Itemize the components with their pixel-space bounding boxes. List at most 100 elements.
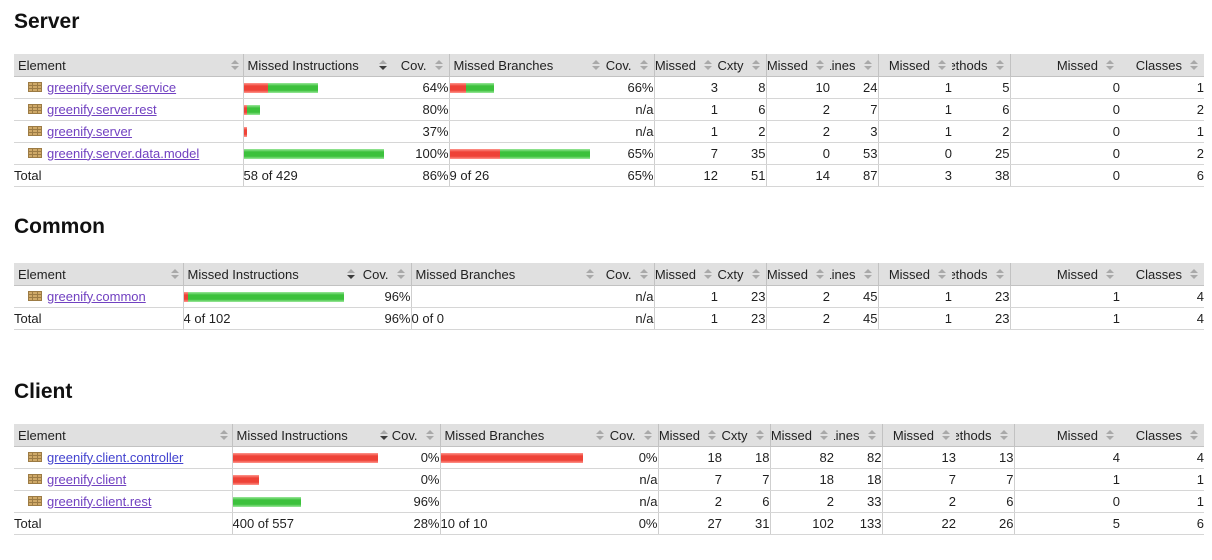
- column-header-methods[interactable]: Methods: [952, 54, 1010, 77]
- bar-green-segment: [267, 82, 318, 93]
- column-header-missed-instructions[interactable]: Missed Instructions: [182, 263, 359, 286]
- element-cell: greenify.client: [14, 468, 232, 491]
- package-row: greenify.client.controller 0% 0% 18 18 8…: [14, 446, 1204, 469]
- classes-cell: 1: [1120, 76, 1204, 99]
- package-link[interactable]: greenify.server: [47, 123, 133, 139]
- total-instructions-coverage: 28%: [392, 512, 440, 535]
- bar-red-segment: [450, 82, 466, 93]
- missed-methods-cell: 2: [881, 490, 956, 513]
- missed-lines-cell: 102: [769, 512, 834, 535]
- bar-green-segment: [187, 291, 344, 302]
- column-header-label: Missed: [1056, 266, 1098, 282]
- column-header-label: Missed Branches: [415, 266, 516, 282]
- column-header-missed-methods[interactable]: Missed: [877, 54, 952, 77]
- column-header-lines[interactable]: Lines: [830, 263, 878, 286]
- column-header-missed-branches[interactable]: Missed Branches: [448, 54, 604, 77]
- package-link[interactable]: greenify.common: [47, 288, 146, 304]
- column-header-missed-instructions[interactable]: Missed Instructions: [231, 424, 392, 447]
- column-header-element[interactable]: Element: [14, 54, 243, 77]
- methods-cell: 5: [952, 76, 1010, 99]
- column-header-lines[interactable]: Lines: [830, 54, 878, 77]
- column-header-cov-branches[interactable]: Cov.: [608, 424, 658, 447]
- column-header-missed-branches[interactable]: Missed Branches: [439, 424, 608, 447]
- package-link[interactable]: greenify.client: [47, 471, 127, 487]
- sort-icon: [1190, 430, 1198, 440]
- column-header-label: Element: [18, 57, 66, 73]
- column-header-missed-cxty[interactable]: Missed: [657, 424, 722, 447]
- instructions-bar: [182, 285, 359, 308]
- sort-icon: [219, 430, 228, 440]
- missed-lines-cell: 2: [765, 307, 830, 330]
- methods-cell: 7: [956, 468, 1014, 491]
- column-header-cxty[interactable]: Cxty: [718, 263, 766, 286]
- classes-cell: 1: [1120, 120, 1204, 143]
- package-link[interactable]: greenify.server.rest: [47, 101, 157, 117]
- missed-classes-cell: 4: [1013, 446, 1120, 469]
- element-cell: greenify.server.service: [14, 76, 243, 99]
- column-header-missed-instructions[interactable]: Missed Instructions: [242, 54, 391, 77]
- column-header-cxty[interactable]: Cxty: [718, 54, 766, 77]
- package-link[interactable]: greenify.client.controller: [47, 449, 184, 465]
- package-icon: [28, 103, 42, 118]
- column-header-methods[interactable]: Methods: [956, 424, 1014, 447]
- sort-icon: [938, 60, 946, 70]
- column-header-missed-cxty[interactable]: Missed: [653, 54, 718, 77]
- section-title: Client: [14, 380, 73, 403]
- column-header-missed-cxty[interactable]: Missed: [653, 263, 718, 286]
- missed-classes-cell: 5: [1013, 512, 1120, 535]
- classes-cell: 2: [1120, 142, 1204, 165]
- column-header-cov-instructions[interactable]: Cov.: [359, 263, 411, 286]
- column-header-cov-branches[interactable]: Cov.: [604, 54, 654, 77]
- package-link[interactable]: greenify.server.data.model: [47, 145, 200, 161]
- column-header-label: Missed: [770, 427, 812, 443]
- column-header-missed-branches[interactable]: Missed Branches: [410, 263, 598, 286]
- bar-red-segment: [244, 82, 268, 93]
- column-header-cov-instructions[interactable]: Cov.: [391, 54, 449, 77]
- column-header-lines[interactable]: Lines: [834, 424, 882, 447]
- column-header-classes[interactable]: Classes: [1120, 263, 1204, 286]
- branches-bar: [448, 76, 604, 99]
- column-header-label: Element: [18, 427, 66, 443]
- cxty-cell: 8: [718, 76, 766, 99]
- lines-cell: 82: [834, 446, 882, 469]
- column-header-missed-methods[interactable]: Missed: [877, 263, 952, 286]
- column-header-classes[interactable]: Classes: [1120, 424, 1204, 447]
- package-link[interactable]: greenify.server.service: [47, 79, 177, 95]
- column-header-cov-branches[interactable]: Cov.: [598, 263, 654, 286]
- lines-cell: 24: [830, 76, 878, 99]
- column-header-cov-instructions[interactable]: Cov.: [392, 424, 440, 447]
- column-header-cxty[interactable]: Cxty: [722, 424, 770, 447]
- column-header-classes[interactable]: Classes: [1120, 54, 1204, 77]
- column-header-label: Missed: [888, 57, 930, 73]
- column-header-missed-lines[interactable]: Missed: [765, 263, 830, 286]
- column-header-missed-lines[interactable]: Missed: [765, 54, 830, 77]
- methods-cell: 13: [956, 446, 1014, 469]
- column-header-missed-classes[interactable]: Missed: [1009, 54, 1120, 77]
- branches-bar: [448, 98, 604, 121]
- package-icon: [28, 473, 42, 488]
- classes-cell: 1: [1120, 490, 1204, 513]
- missed-methods-cell: 1: [877, 285, 952, 308]
- column-header-missed-methods[interactable]: Missed: [881, 424, 956, 447]
- column-header-element[interactable]: Element: [14, 424, 232, 447]
- total-branches: 10 of 10: [439, 512, 608, 535]
- column-header-label: Cov.: [605, 57, 632, 73]
- column-header-missed-lines[interactable]: Missed: [769, 424, 834, 447]
- column-header-label: Methods: [952, 266, 988, 282]
- instructions-bar: [231, 490, 392, 513]
- classes-cell: 2: [1120, 98, 1204, 121]
- total-branches: 0 of 0: [410, 307, 598, 330]
- column-header-label: Cov.: [609, 427, 636, 443]
- sort-icon: [396, 269, 405, 279]
- bar-red-segment: [233, 474, 259, 485]
- column-header-methods[interactable]: Methods: [952, 263, 1010, 286]
- column-header-label: Missed Branches: [444, 427, 545, 443]
- missed-classes-cell: 0: [1009, 76, 1120, 99]
- sort-icon: [1190, 60, 1198, 70]
- column-header-missed-classes[interactable]: Missed: [1013, 424, 1120, 447]
- table-header-row: Element Missed Instructions Cov. Missed …: [14, 424, 1204, 447]
- instructions-coverage: 80%: [391, 98, 449, 121]
- column-header-missed-classes[interactable]: Missed: [1009, 263, 1120, 286]
- column-header-element[interactable]: Element: [14, 263, 183, 286]
- package-link[interactable]: greenify.client.rest: [47, 493, 152, 509]
